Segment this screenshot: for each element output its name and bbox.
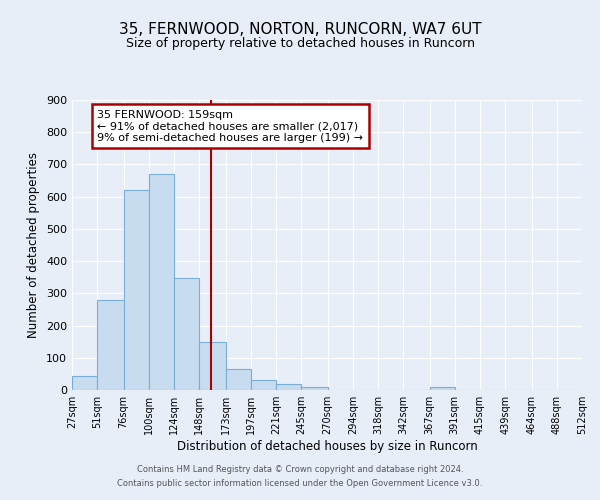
Bar xyxy=(251,380,276,390)
Text: Contains HM Land Registry data © Crown copyright and database right 2024.
Contai: Contains HM Land Registry data © Crown c… xyxy=(118,466,482,487)
Bar xyxy=(124,190,149,390)
Bar xyxy=(430,388,455,390)
Bar xyxy=(301,387,328,390)
Bar xyxy=(199,342,226,390)
Text: Size of property relative to detached houses in Runcorn: Size of property relative to detached ho… xyxy=(125,38,475,51)
Y-axis label: Number of detached properties: Number of detached properties xyxy=(28,152,40,338)
Text: 35, FERNWOOD, NORTON, RUNCORN, WA7 6UT: 35, FERNWOOD, NORTON, RUNCORN, WA7 6UT xyxy=(119,22,481,38)
X-axis label: Distribution of detached houses by size in Runcorn: Distribution of detached houses by size … xyxy=(176,440,478,453)
Bar xyxy=(72,376,97,390)
Bar xyxy=(149,174,174,390)
Bar xyxy=(226,369,251,390)
Text: 35 FERNWOOD: 159sqm
← 91% of detached houses are smaller (2,017)
9% of semi-deta: 35 FERNWOOD: 159sqm ← 91% of detached ho… xyxy=(97,110,363,143)
Bar xyxy=(276,384,301,390)
Bar xyxy=(97,300,124,390)
Bar xyxy=(174,278,199,390)
